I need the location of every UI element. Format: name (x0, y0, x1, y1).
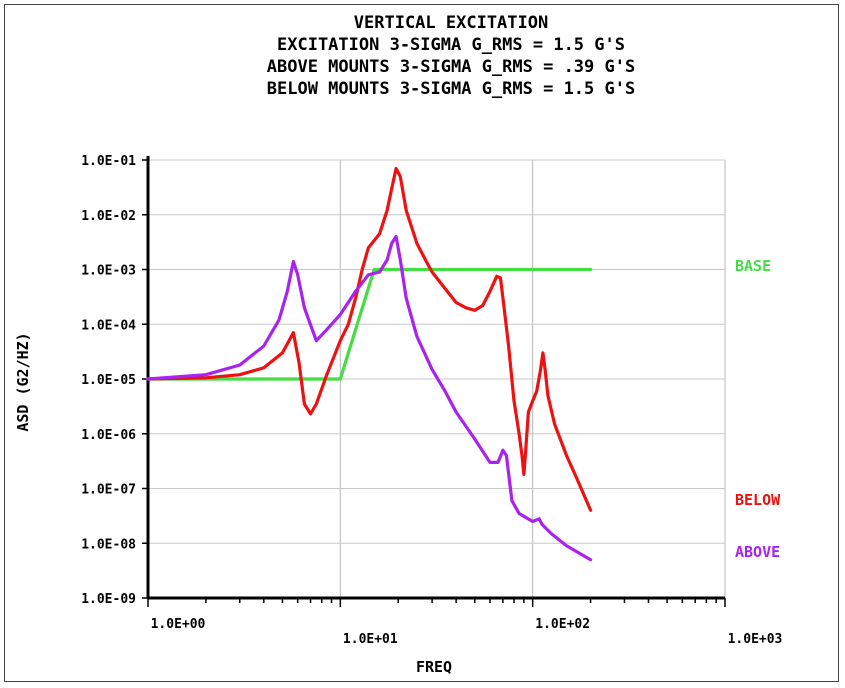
title-line-1: VERTICAL EXCITATION (354, 13, 548, 33)
x-tick-label: 1.0E+01 (343, 632, 398, 647)
title-line-3: ABOVE MOUNTS 3-SIGMA G_RMS = .39 G'S (267, 57, 635, 77)
y-tick-labels: 1.0E-01 1.0E-02 1.0E-03 1.0E-04 1.0E-05 1.0E-… (81, 154, 136, 607)
axes (142, 156, 726, 607)
title-line-4: BELOW MOUNTS 3-SIGMA G_RMS = 1.5 G'S (267, 79, 635, 99)
data-series (146, 166, 593, 562)
y-tick-label: 1.0E-07 (81, 483, 136, 498)
series-line-below (146, 166, 593, 512)
y-tick-label: 1.0E-02 (81, 209, 136, 224)
x-tick-labels: 1.0E+00 1.0E+01 1.0E+02 1.0E+03 (151, 617, 783, 647)
chart-title: VERTICAL EXCITATION EXCITATION 3-SIGMA G… (267, 13, 635, 99)
legend-label-above: ABOVE (735, 543, 780, 561)
series-line-above (146, 234, 593, 562)
y-tick-label: 1.0E-01 (81, 154, 136, 169)
title-line-2: EXCITATION 3-SIGMA G_RMS = 1.5 G'S (277, 35, 625, 55)
x-tick-label: 1.0E+00 (151, 617, 206, 632)
y-tick-label: 1.0E-06 (81, 428, 136, 443)
x-axis-label: FREQ (416, 658, 452, 676)
series-line-base (146, 267, 593, 381)
x-tick-label: 1.0E+03 (728, 632, 783, 647)
legend-label-below: BELOW (735, 491, 781, 509)
x-tick-label: 1.0E+02 (535, 617, 590, 632)
legend: BASE BELOW ABOVE (735, 257, 781, 561)
y-tick-label: 1.0E-04 (81, 318, 136, 333)
y-tick-label: 1.0E-05 (81, 373, 136, 388)
y-tick-label: 1.0E-09 (81, 592, 136, 607)
y-tick-label: 1.0E-08 (81, 537, 136, 552)
y-tick-label: 1.0E-03 (81, 264, 136, 279)
legend-label-base: BASE (735, 257, 771, 275)
y-axis-label: ASD (G2/HZ) (14, 332, 32, 431)
